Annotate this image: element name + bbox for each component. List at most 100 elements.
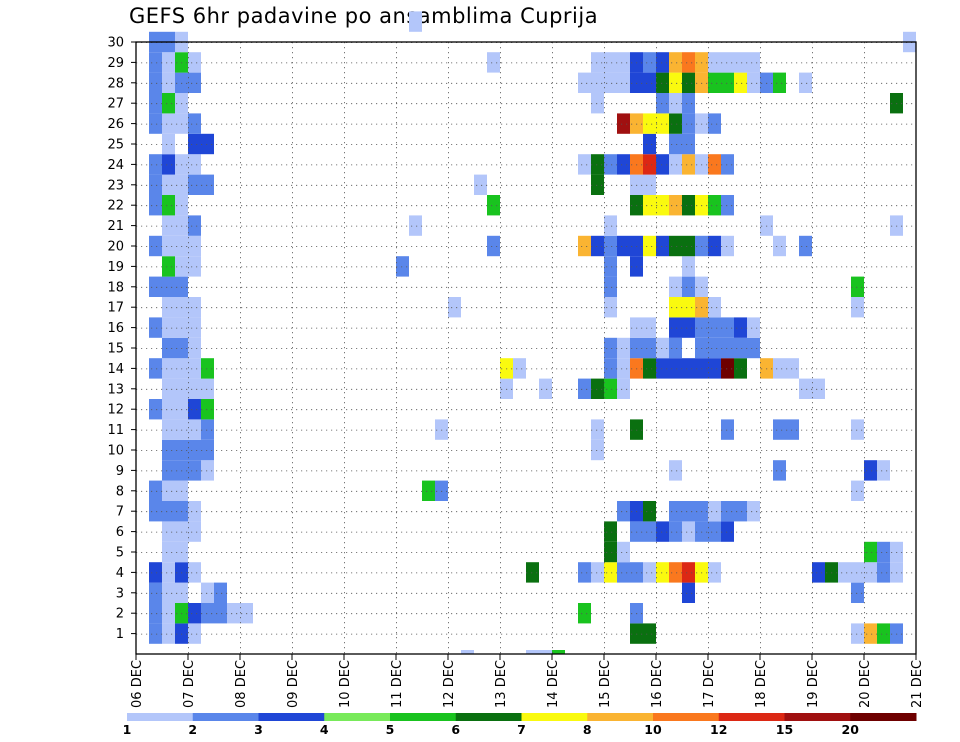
heatmap-cell (669, 134, 682, 154)
heatmap-cell (188, 603, 201, 623)
heatmap-cell (695, 73, 708, 93)
x-tick-label: 15 DEC (598, 660, 613, 708)
legend-label: 6 (451, 722, 460, 737)
heatmap-cell (851, 481, 864, 501)
heatmap-cell (890, 215, 903, 235)
heatmap-cell (175, 440, 188, 460)
heatmap-cell (175, 562, 188, 582)
heatmap-cell (162, 297, 175, 317)
heatmap-cell (656, 562, 669, 582)
heatmap-cell (617, 338, 630, 358)
heatmap-cell (630, 52, 643, 72)
heatmap-cell (656, 113, 669, 133)
y-tick-label: 11 (107, 423, 124, 438)
heatmap-cell (604, 297, 617, 317)
heatmap-cell (708, 317, 721, 337)
heatmap-cell (682, 52, 695, 72)
legend-color-swatch (456, 713, 522, 721)
heatmap-cell (591, 379, 604, 399)
heatmap-cell (721, 358, 734, 378)
heatmap-cell (695, 521, 708, 541)
heatmap-cell (539, 379, 552, 399)
heatmap-cell (721, 154, 734, 174)
heatmap-cell (604, 521, 617, 541)
heatmap-cell (214, 583, 227, 603)
y-tick-label: 9 (116, 464, 124, 479)
heatmap-cell (591, 236, 604, 256)
heatmap-cell (201, 603, 214, 623)
heatmap-cell (162, 256, 175, 276)
heatmap-cell (643, 317, 656, 337)
heatmap-cell (695, 317, 708, 337)
heatmap-cell (630, 73, 643, 93)
heatmap-cell (760, 215, 773, 235)
heatmap-cell (708, 154, 721, 174)
heatmap-cell (643, 521, 656, 541)
y-tick-label: 6 (116, 525, 124, 540)
heatmap-cell (591, 562, 604, 582)
heatmap-cell (422, 481, 435, 501)
heatmap-cell (591, 73, 604, 93)
heatmap-cell (877, 562, 890, 582)
heatmap-cell (149, 52, 162, 72)
heatmap-cell (591, 175, 604, 195)
heatmap-cell (188, 501, 201, 521)
heatmap-cell (695, 338, 708, 358)
heatmap-cell (188, 338, 201, 358)
heatmap-cell (890, 623, 903, 643)
heatmap-cell (669, 236, 682, 256)
heatmap-cell (721, 52, 734, 72)
legend-color-swatch (127, 713, 193, 721)
heatmap-cell (201, 419, 214, 439)
heatmap-cell (604, 215, 617, 235)
heatmap-cell (149, 317, 162, 337)
heatmap-cell (188, 440, 201, 460)
heatmap-cell (604, 358, 617, 378)
heatmap-cell (643, 134, 656, 154)
heatmap-cell (695, 277, 708, 297)
legend-label: 20 (842, 722, 860, 737)
heatmap-cell (175, 358, 188, 378)
heatmap-cell (695, 154, 708, 174)
heatmap-cell (149, 93, 162, 113)
heatmap-cell (747, 338, 760, 358)
legend-label: 4 (320, 722, 329, 737)
heatmap-cell (669, 93, 682, 113)
heatmap-cell (149, 236, 162, 256)
heatmap-cell (643, 154, 656, 174)
heatmap-cell (890, 542, 903, 562)
heatmap-cell (656, 52, 669, 72)
heatmap-cell (604, 236, 617, 256)
heatmap-cell (656, 73, 669, 93)
heatmap-cell (773, 73, 786, 93)
heatmap-cell (643, 73, 656, 93)
heatmap-cell (604, 562, 617, 582)
heatmap-cell (175, 297, 188, 317)
heatmap-cell (188, 297, 201, 317)
x-tick-label: 14 DEC (546, 660, 561, 708)
heatmap-cell (604, 542, 617, 562)
y-tick-label: 18 (107, 280, 124, 295)
heatmap-cell (890, 562, 903, 582)
heatmap-cell (604, 277, 617, 297)
heatmap-cell (175, 175, 188, 195)
heatmap-cell (188, 521, 201, 541)
heatmap-cell (162, 603, 175, 623)
heatmap-cell (656, 93, 669, 113)
heatmap-cell (643, 358, 656, 378)
heatmap-cell (175, 379, 188, 399)
heatmap-cell (604, 154, 617, 174)
heatmap-cell (188, 113, 201, 133)
heatmap-cell (487, 236, 500, 256)
heatmap-cell (851, 562, 864, 582)
heatmap-cell (643, 195, 656, 215)
heatmap-cell (669, 277, 682, 297)
x-tick-label: 06 DEC (130, 660, 145, 708)
y-tick-label: 5 (116, 546, 124, 561)
heatmap-cell (721, 236, 734, 256)
heatmap-cell (708, 358, 721, 378)
heatmap-cell (149, 175, 162, 195)
y-tick-label: 26 (107, 117, 124, 132)
legend-label: 10 (644, 722, 662, 737)
legend-color-swatch (785, 713, 851, 721)
